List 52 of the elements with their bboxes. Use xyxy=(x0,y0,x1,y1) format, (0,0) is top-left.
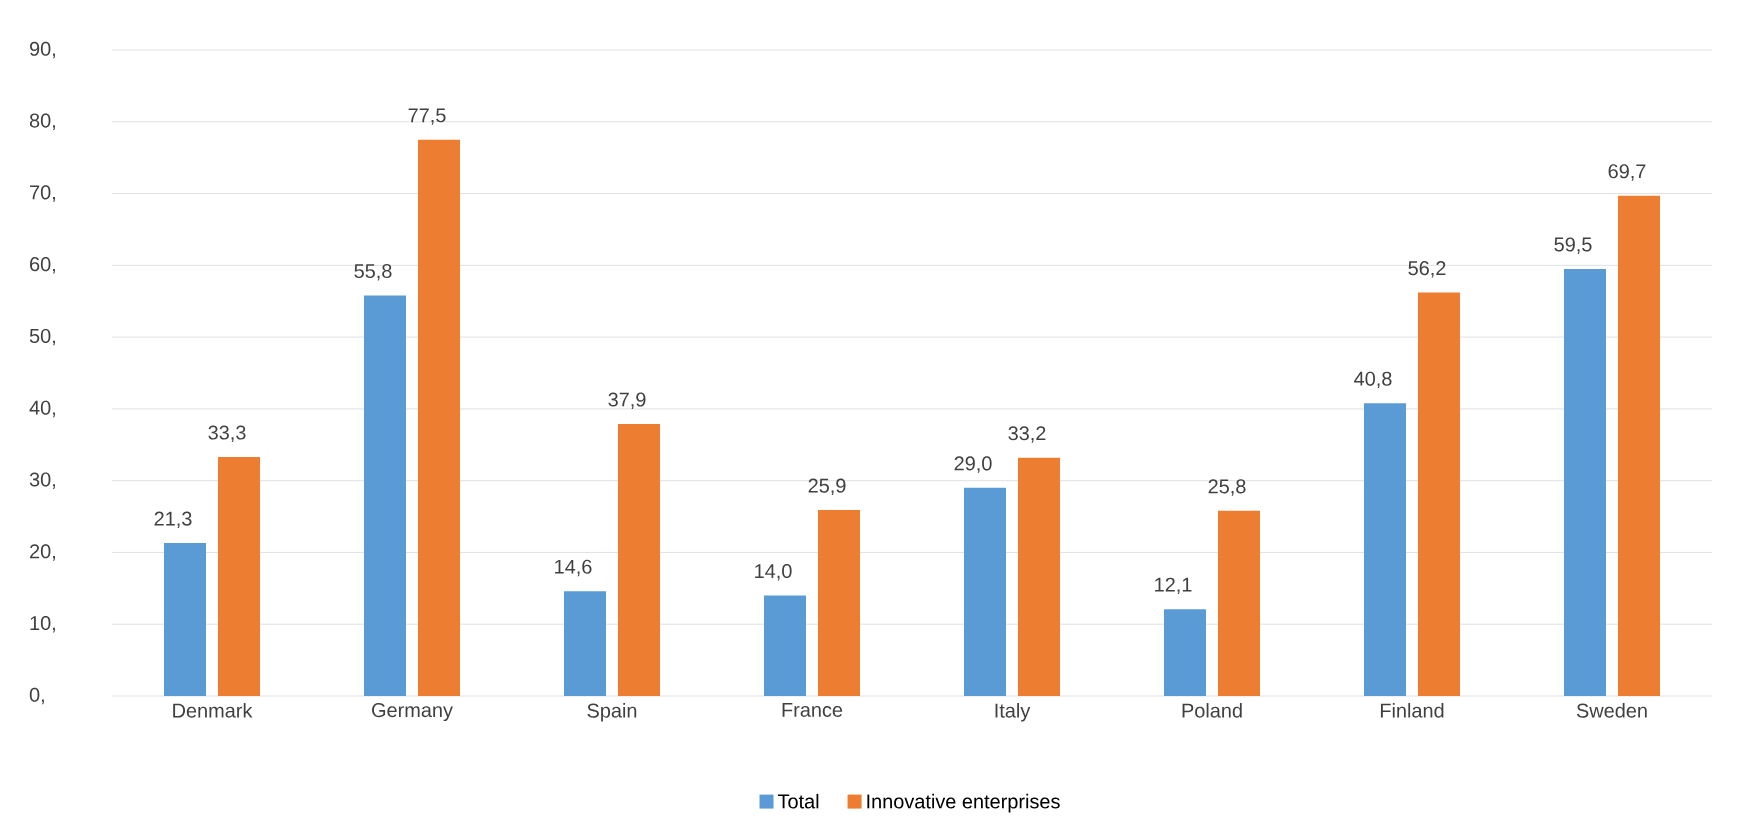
y-tick-label: 90, xyxy=(29,41,55,59)
bar xyxy=(1618,195,1660,696)
bar xyxy=(618,423,660,696)
x-tick-label: Finland xyxy=(1380,703,1444,718)
y-tick-label: 0, xyxy=(29,687,44,705)
data-label: 59,5 xyxy=(1554,237,1592,254)
legend-label: Total xyxy=(777,793,819,809)
y-tick-label: 10, xyxy=(30,616,55,633)
bar xyxy=(764,595,806,696)
bar xyxy=(1564,268,1606,696)
bar xyxy=(418,139,460,696)
data-label: 29,0 xyxy=(954,456,992,473)
data-label: 33,2 xyxy=(1008,426,1046,443)
x-tick-label: Germany xyxy=(372,703,453,722)
data-label: 33,3 xyxy=(208,425,246,442)
bar xyxy=(364,295,406,696)
x-tick-label: Poland xyxy=(1182,703,1242,718)
data-label: 21,3 xyxy=(154,511,192,529)
y-tick-label: 40, xyxy=(29,400,55,418)
x-tick-label: Italy xyxy=(995,703,1031,722)
y-tick-label: 50, xyxy=(29,328,55,346)
y-tick-label: 20, xyxy=(30,544,55,561)
data-label: 40,8 xyxy=(1354,371,1392,389)
bar xyxy=(1364,403,1406,696)
bar xyxy=(818,510,860,696)
bar xyxy=(564,591,606,696)
data-label: 12,1 xyxy=(1155,577,1192,595)
data-label: 69,7 xyxy=(1608,164,1646,181)
x-tick-label: Denmark xyxy=(173,703,253,718)
x-tick-label: France xyxy=(782,703,843,717)
y-tick-label: 70, xyxy=(30,185,55,202)
bar xyxy=(218,456,260,696)
y-tick-label: 60, xyxy=(30,257,55,274)
data-label: 55,8 xyxy=(354,263,392,281)
y-tick-label: 80, xyxy=(29,113,55,131)
data-label: 56,2 xyxy=(1408,261,1446,278)
bar xyxy=(1164,609,1206,696)
x-tick-label: Spain xyxy=(587,703,637,722)
data-label: 25,8 xyxy=(1208,479,1246,496)
data-label: 25,9 xyxy=(808,478,846,496)
bar xyxy=(1018,457,1060,696)
bar xyxy=(1418,292,1460,696)
data-label: 37,9 xyxy=(608,392,646,409)
x-tick-label: Sweden xyxy=(1576,703,1647,718)
data-label: 14,6 xyxy=(555,559,592,577)
legend-label: Innovative enterprises xyxy=(867,793,1060,813)
bar xyxy=(164,543,206,696)
data-label: 77,5 xyxy=(408,108,446,125)
bar xyxy=(1218,510,1260,696)
y-tick-label: 30, xyxy=(29,472,55,489)
data-label: 14,0 xyxy=(755,564,792,581)
bar xyxy=(964,487,1006,696)
